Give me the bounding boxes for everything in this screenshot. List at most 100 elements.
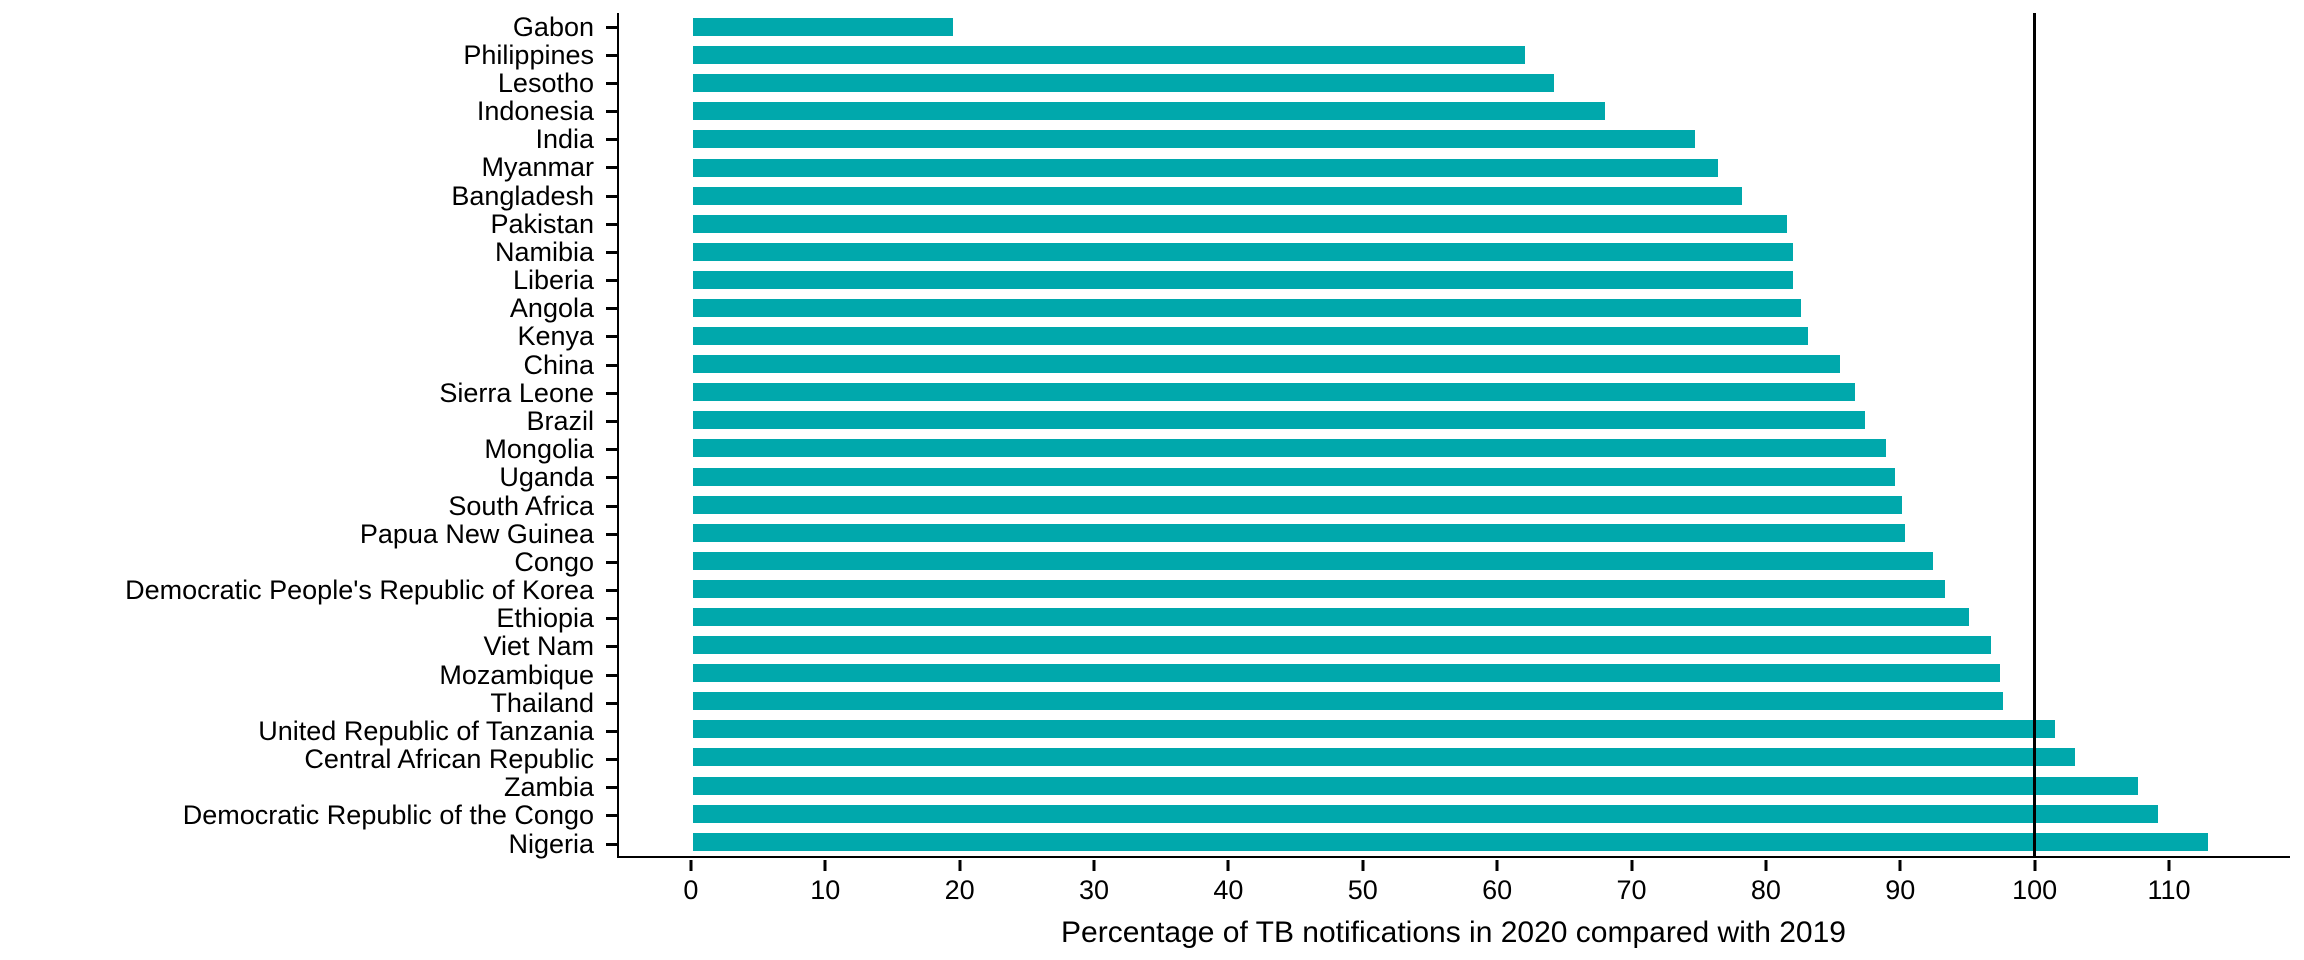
bar-row: [619, 238, 2290, 266]
x-tick-mark: [823, 860, 827, 871]
country-label: Brazil: [526, 405, 594, 436]
y-axis-row: Gabon: [0, 13, 617, 41]
y-tick-mark: [606, 560, 617, 564]
x-tick-mark: [2033, 860, 2037, 871]
bar-uganda: [692, 467, 1896, 486]
bar-mongolia: [692, 439, 1886, 458]
country-label: South Africa: [448, 490, 594, 521]
y-axis-row: Myanmar: [0, 154, 617, 182]
plot-panel: [617, 13, 2290, 858]
bar-philippines: [692, 46, 1525, 65]
y-axis-row: Central African Republic: [0, 745, 617, 773]
bar-row: [619, 406, 2290, 434]
x-tick-label: 0: [683, 875, 699, 905]
y-tick-mark: [606, 617, 617, 621]
bar-row: [619, 603, 2290, 631]
y-axis-row: Bangladesh: [0, 182, 617, 210]
y-tick-mark: [606, 25, 617, 29]
x-tick-label: 20: [944, 875, 975, 905]
x-tick-mark: [2167, 860, 2171, 871]
bar-row: [619, 575, 2290, 603]
y-axis-row: Indonesia: [0, 98, 617, 126]
country-label: Pakistan: [490, 208, 594, 239]
y-tick-mark: [606, 589, 617, 593]
y-tick-mark: [606, 335, 617, 339]
bar-row: [619, 463, 2290, 491]
bar-row: [619, 97, 2290, 125]
x-tick-label: 80: [1750, 875, 1781, 905]
bar-angola: [692, 298, 1802, 317]
country-label: Papua New Guinea: [359, 518, 594, 549]
y-axis-row: Viet Nam: [0, 633, 617, 661]
y-axis-row: Brazil: [0, 407, 617, 435]
y-axis-row: Philippines: [0, 41, 617, 69]
x-axis: 0 10 20 30 40 50 60 70 80 90 100 110: [617, 860, 2290, 916]
y-tick-mark: [606, 250, 617, 254]
bar-central-african-republic: [692, 748, 2076, 767]
y-tick-mark: [606, 645, 617, 649]
country-label: Uganda: [499, 462, 594, 493]
bar-row: [619, 13, 2290, 41]
y-tick-mark: [606, 194, 617, 198]
bar-row: [619, 491, 2290, 519]
y-axis-row: Democratic People's Republic of Korea: [0, 576, 617, 604]
y-axis-row: Angola: [0, 295, 617, 323]
y-axis-row: Mozambique: [0, 661, 617, 689]
country-label: Ethiopia: [496, 603, 594, 634]
y-tick-mark: [606, 673, 617, 677]
y-axis-row: South Africa: [0, 492, 617, 520]
bar-lesotho: [692, 74, 1555, 93]
x-tick-label: 60: [1482, 875, 1513, 905]
bar-row: [619, 294, 2290, 322]
bar-nigeria: [692, 832, 2209, 851]
bar-democratic-people-s-republic-of-korea: [692, 579, 1946, 598]
country-label: Myanmar: [481, 152, 594, 183]
x-tick-mark: [1092, 860, 1096, 871]
country-label: Angola: [509, 293, 594, 324]
y-axis-row: Mongolia: [0, 436, 617, 464]
bar-row: [619, 659, 2290, 687]
y-tick-mark: [606, 81, 617, 85]
bar-row: [619, 828, 2290, 856]
country-label: Kenya: [517, 321, 594, 352]
x-tick-label: 10: [810, 875, 841, 905]
y-axis-row: Sierra Leone: [0, 379, 617, 407]
bar-kenya: [692, 327, 1809, 346]
bar-row: [619, 182, 2290, 210]
bar-india: [692, 130, 1696, 149]
x-tick-label: 50: [1347, 875, 1378, 905]
bar-pakistan: [692, 214, 1787, 233]
bar-row: [619, 434, 2290, 462]
y-tick-mark: [606, 279, 617, 283]
bar-row: [619, 153, 2290, 181]
bar-china: [692, 355, 1841, 374]
bar-congo: [692, 551, 1933, 570]
y-tick-mark: [606, 476, 617, 480]
bar-row: [619, 800, 2290, 828]
country-label: Gabon: [512, 11, 594, 42]
y-tick-mark: [606, 419, 617, 423]
country-label: India: [535, 124, 594, 155]
bar-row: [619, 715, 2290, 743]
x-tick-mark: [958, 860, 962, 871]
country-label: Nigeria: [508, 828, 594, 859]
y-axis-row: Namibia: [0, 238, 617, 266]
bar-row: [619, 322, 2290, 350]
bar-papua-new-guinea: [692, 523, 1905, 542]
y-tick-mark: [606, 504, 617, 508]
x-tick-mark: [1226, 860, 1230, 871]
bar-namibia: [692, 242, 1794, 261]
y-tick-mark: [606, 138, 617, 142]
bar-row: [619, 350, 2290, 378]
y-tick-mark: [606, 758, 617, 762]
country-label: Viet Nam: [483, 631, 594, 662]
y-axis-row: Nigeria: [0, 830, 617, 858]
x-tick-label: 30: [1079, 875, 1110, 905]
bar-row: [619, 687, 2290, 715]
bar-democratic-republic-of-the-congo: [692, 804, 2159, 823]
x-tick-label: 90: [1885, 875, 1916, 905]
country-label: Namibia: [494, 236, 594, 267]
y-tick-mark: [606, 363, 617, 367]
y-axis-row: Lesotho: [0, 69, 617, 97]
